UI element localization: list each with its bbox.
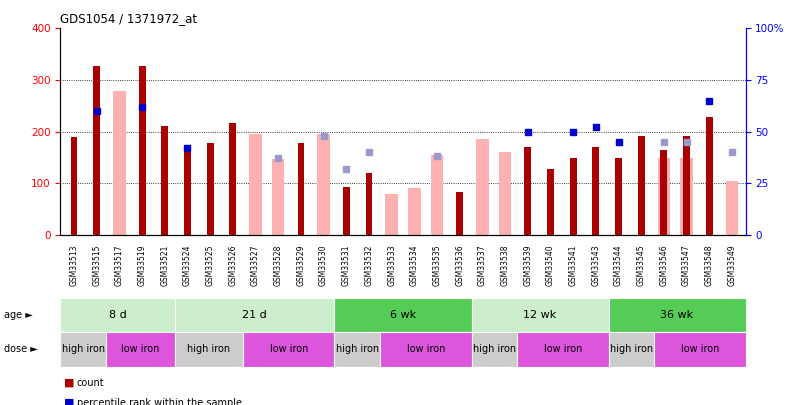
Bar (660, 150, 667, 235)
Bar (207, 143, 214, 235)
Text: high iron: high iron (610, 344, 653, 354)
Bar (525, 147, 531, 235)
Text: low iron: low iron (270, 344, 308, 354)
Text: ■: ■ (64, 398, 75, 405)
Bar (680, 158, 693, 235)
Bar (638, 136, 645, 235)
Bar (385, 194, 398, 235)
Bar (366, 173, 372, 235)
Text: ■: ■ (64, 378, 75, 388)
Bar (430, 155, 443, 235)
Bar (725, 181, 738, 235)
Text: 6 wk: 6 wk (390, 310, 416, 320)
Text: low iron: low iron (407, 344, 445, 354)
Bar (547, 169, 554, 235)
Text: dose ►: dose ► (4, 344, 38, 354)
Text: 36 wk: 36 wk (660, 310, 694, 320)
Bar (184, 152, 191, 235)
Bar (318, 134, 330, 235)
Text: low iron: low iron (121, 344, 160, 354)
Text: high iron: high iron (62, 344, 105, 354)
Text: high iron: high iron (336, 344, 379, 354)
Text: 21 d: 21 d (242, 310, 267, 320)
Text: low iron: low iron (681, 344, 719, 354)
Bar (570, 158, 576, 235)
Bar (706, 117, 713, 235)
Bar (249, 134, 262, 235)
Bar (297, 143, 305, 235)
Bar (230, 123, 236, 235)
Bar (456, 192, 463, 235)
Text: low iron: low iron (544, 344, 582, 354)
Text: high iron: high iron (187, 344, 231, 354)
Bar (592, 147, 599, 235)
Bar (683, 136, 690, 235)
Bar (343, 188, 350, 235)
Text: GDS1054 / 1371972_at: GDS1054 / 1371972_at (60, 12, 197, 25)
Bar (408, 188, 421, 235)
Bar (139, 66, 146, 235)
Text: age ►: age ► (4, 310, 33, 320)
Bar (476, 139, 488, 235)
Text: percentile rank within the sample: percentile rank within the sample (77, 398, 242, 405)
Bar (658, 158, 670, 235)
Bar (93, 66, 100, 235)
Bar (71, 137, 77, 235)
Text: count: count (77, 378, 104, 388)
Bar (272, 159, 285, 235)
Bar (615, 158, 622, 235)
Bar (499, 152, 511, 235)
Text: high iron: high iron (473, 344, 516, 354)
Text: 8 d: 8 d (109, 310, 127, 320)
Bar (161, 126, 168, 235)
Bar (113, 92, 126, 235)
Text: 12 wk: 12 wk (523, 310, 557, 320)
